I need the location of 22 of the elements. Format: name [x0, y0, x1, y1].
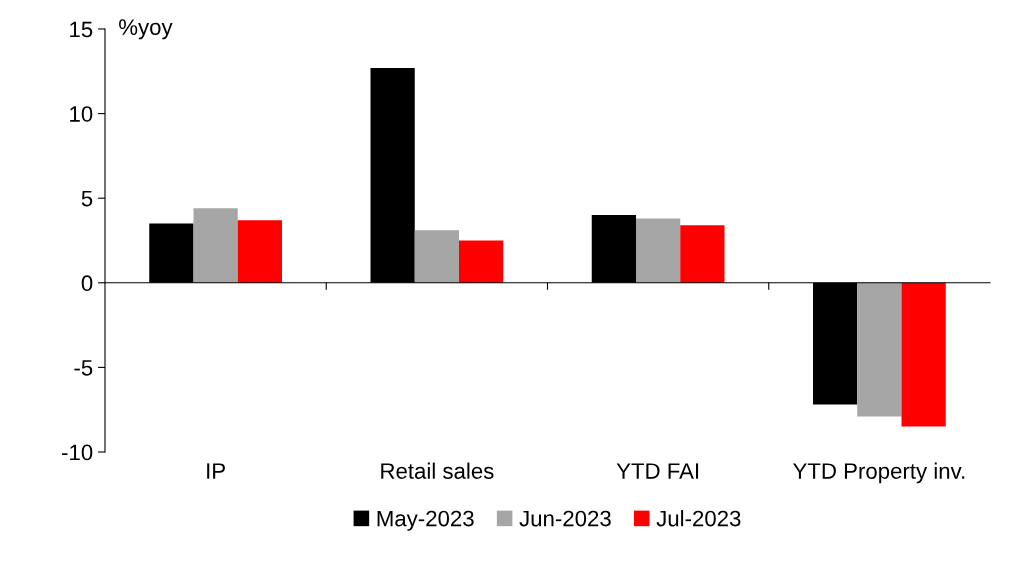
legend-label: Jun-2023: [519, 510, 611, 527]
y-tick-label: 0: [81, 275, 93, 292]
y-tick-label: 5: [81, 190, 93, 207]
y-tick-label: 10: [70, 106, 93, 122]
bar: [680, 225, 725, 283]
x-tick-label: Retail sales: [381, 462, 494, 479]
y-axis-title: %yoy: [119, 19, 173, 40]
bar: [459, 240, 504, 283]
bar: [857, 282, 902, 417]
x-tick-label: YTD FAI: [616, 463, 699, 479]
y-tick-label: -5: [74, 360, 93, 376]
y-tick-label: 15: [70, 21, 93, 38]
bar: [414, 230, 459, 283]
bar: [901, 282, 946, 427]
x-tick-label: YTD Property inv.: [793, 462, 965, 484]
bar: [237, 220, 282, 283]
bar: [636, 218, 681, 283]
legend-label: May-2023: [377, 510, 474, 531]
y-tick-label: -10: [62, 444, 93, 461]
legend-label: Jul-2023: [656, 510, 741, 527]
x-tick-label: IP: [207, 463, 225, 479]
bar: [193, 208, 238, 283]
